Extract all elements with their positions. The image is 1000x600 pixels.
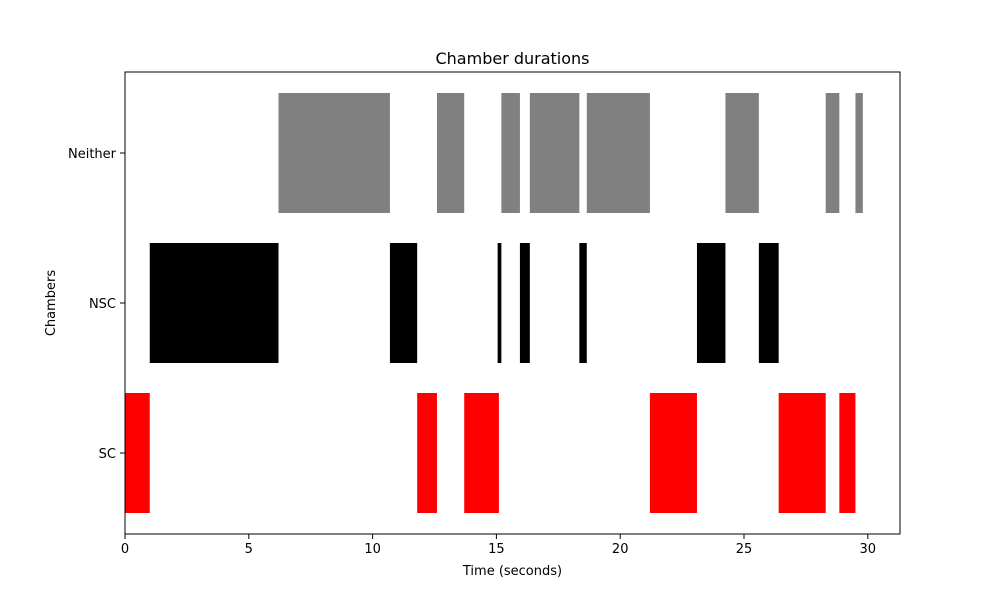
y-axis-label: Chambers — [44, 270, 59, 337]
bar-neither-7 — [855, 93, 863, 213]
x-tick-label-15: 15 — [488, 542, 505, 557]
x-axis-ticks: 0 5 10 15 20 25 30 — [121, 534, 876, 557]
bar-layer — [125, 93, 863, 513]
bar-neither-1 — [436, 93, 465, 213]
x-tick-label-10: 10 — [364, 542, 381, 557]
bar-nsc-0 — [149, 243, 279, 363]
chart-title: Chamber durations — [435, 49, 589, 68]
bar-nsc-1 — [389, 243, 418, 363]
bar-neither-0 — [278, 93, 390, 213]
bar-sc-2 — [464, 393, 499, 513]
bar-sc-5 — [839, 393, 856, 513]
bar-sc-4 — [778, 393, 826, 513]
bar-neither-3 — [529, 93, 580, 213]
x-tick-label-5: 5 — [245, 542, 253, 557]
bar-sc-3 — [649, 393, 697, 513]
bar-neither-4 — [586, 93, 650, 213]
x-tick-label-0: 0 — [121, 542, 129, 557]
y-tick-label-sc: SC — [99, 447, 116, 462]
bar-nsc-4 — [579, 243, 587, 363]
y-tick-label-neither: Neither — [68, 147, 117, 162]
plot-frame — [124, 71, 901, 535]
bar-neither-2 — [501, 93, 520, 213]
bar-sc-1 — [417, 393, 437, 513]
x-tick-label-25: 25 — [736, 542, 753, 557]
y-axis-ticks: Neither NSC SC — [68, 147, 125, 462]
bar-sc-0 — [125, 393, 150, 513]
bar-neither-5 — [725, 93, 759, 213]
y-tick-label-nsc: NSC — [89, 297, 116, 312]
bar-nsc-2 — [497, 243, 502, 363]
x-axis-label: Time (seconds) — [462, 564, 562, 579]
bar-nsc-5 — [696, 243, 726, 363]
x-tick-label-20: 20 — [612, 542, 629, 557]
x-tick-label-30: 30 — [860, 542, 877, 557]
bar-nsc-3 — [519, 243, 530, 363]
bar-nsc-6 — [758, 243, 779, 363]
bar-neither-6 — [825, 93, 840, 213]
